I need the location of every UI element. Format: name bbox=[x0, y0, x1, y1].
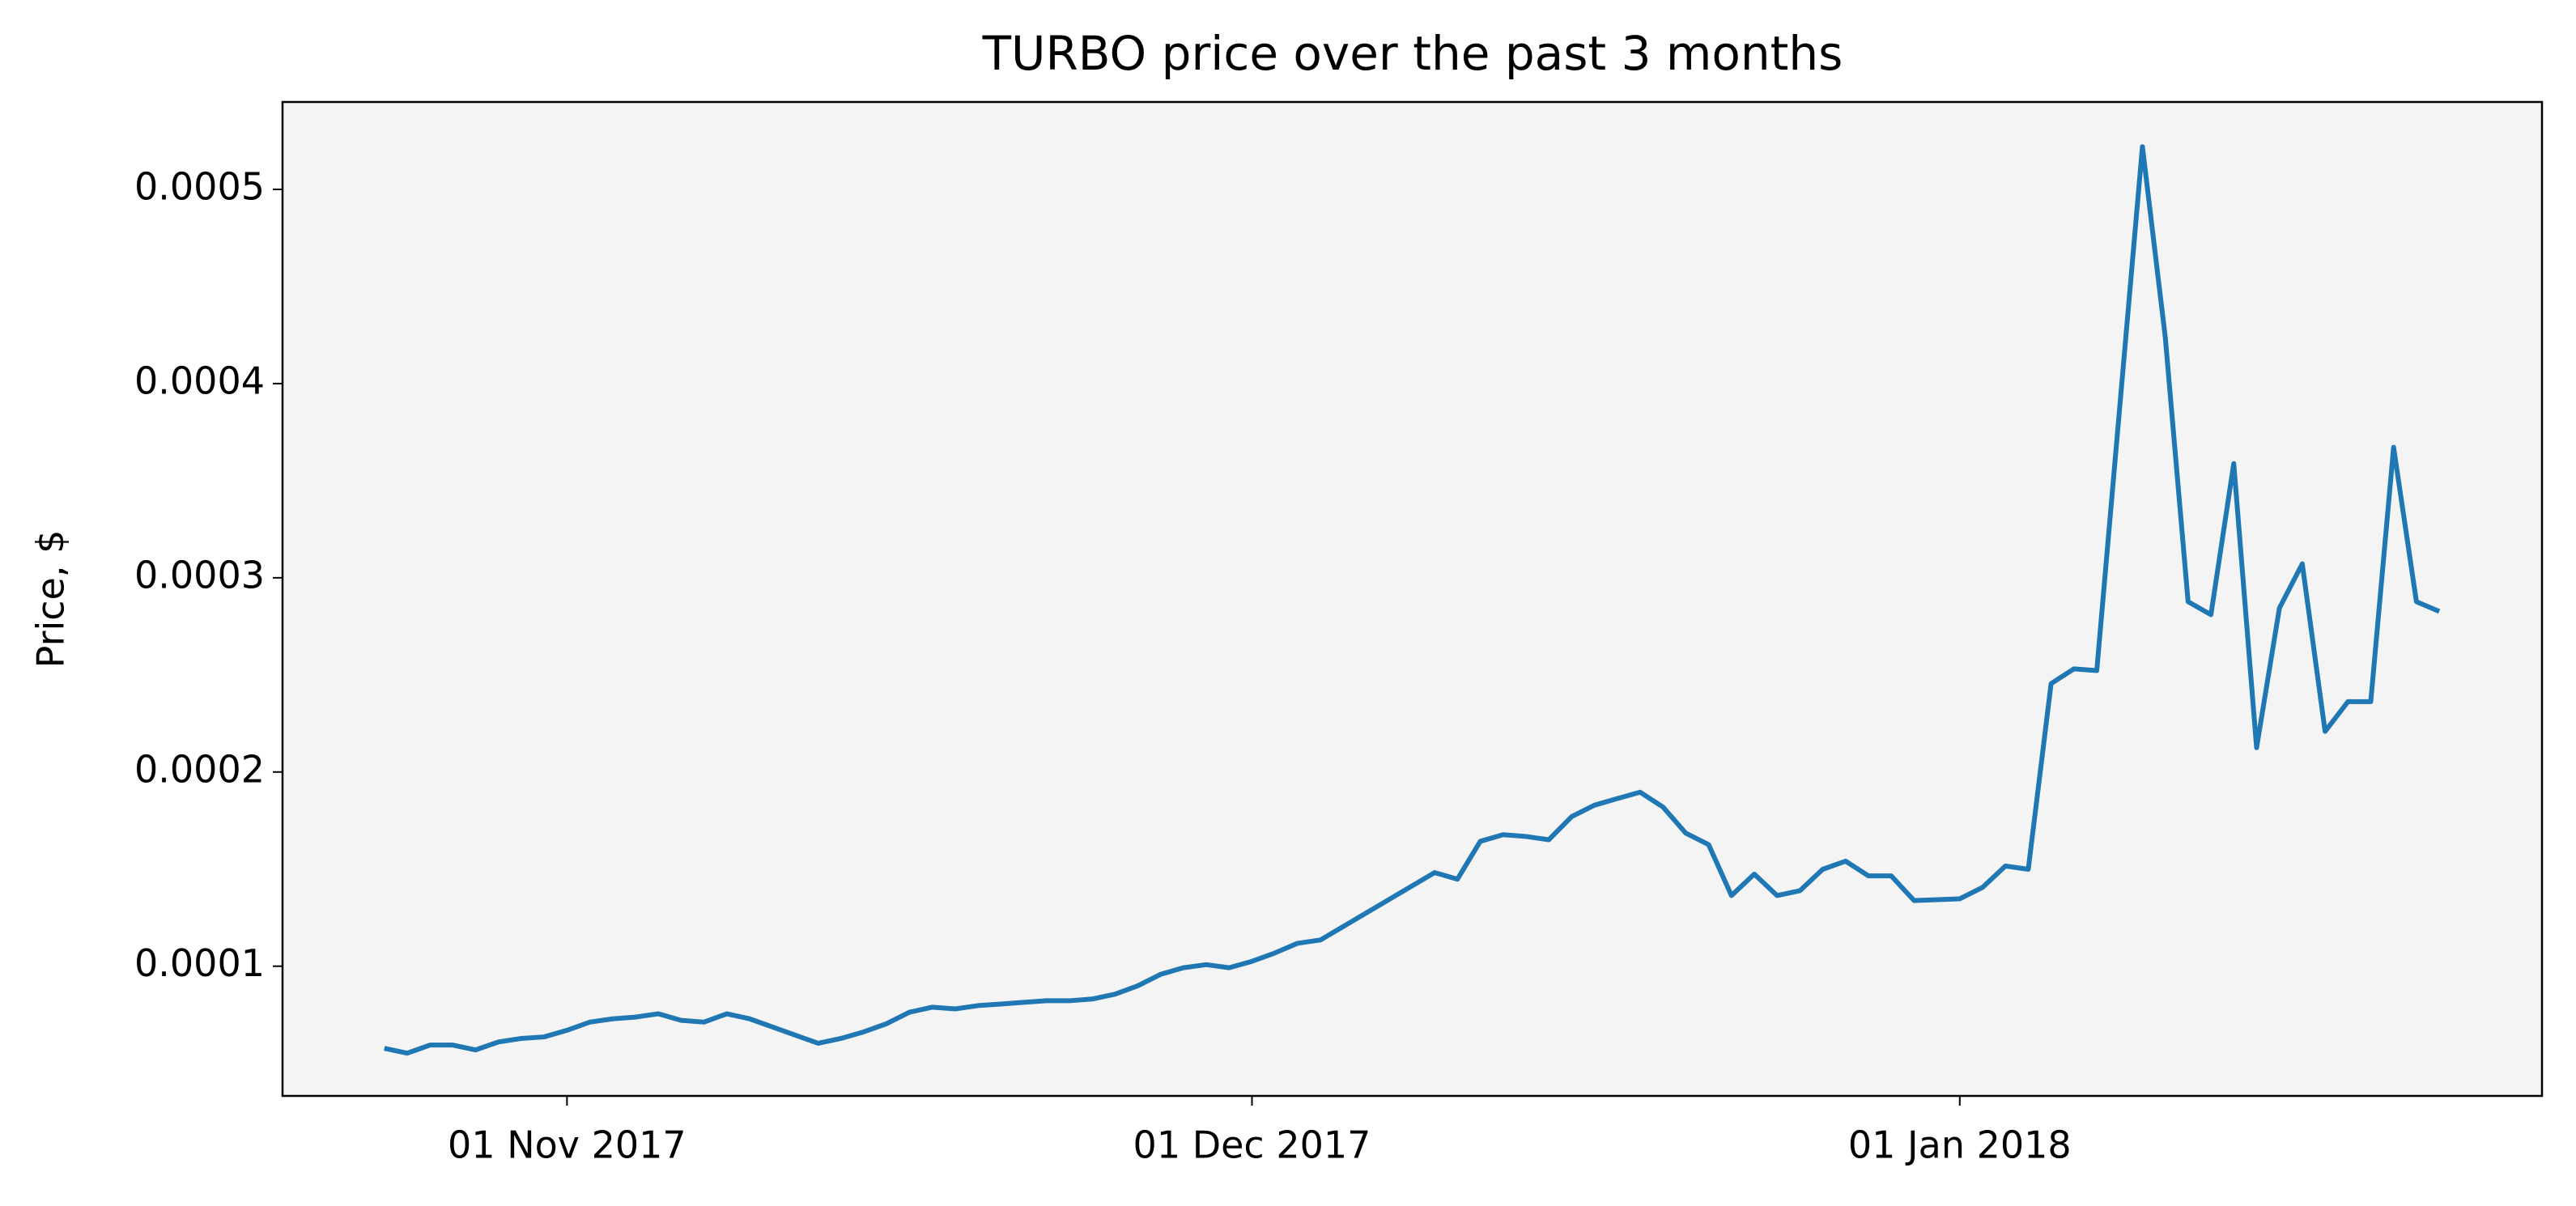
x-tick-label: 01 Nov 2017 bbox=[448, 1123, 687, 1167]
y-tick-label: 0.0005 bbox=[134, 164, 265, 208]
x-tick-label: 01 Dec 2017 bbox=[1133, 1123, 1371, 1167]
y-tick-label: 0.0003 bbox=[134, 553, 265, 597]
plot-frame bbox=[281, 100, 2544, 1098]
y-tick-label: 0.0004 bbox=[134, 359, 265, 402]
price-line bbox=[384, 144, 2441, 1056]
y-axis-label: Price, $ bbox=[29, 530, 73, 669]
y-tick-label: 0.0001 bbox=[134, 941, 265, 985]
plot-background bbox=[283, 102, 2542, 1096]
y-tick-label: 0.0002 bbox=[134, 747, 265, 791]
chart-title: TURBO price over the past 3 months bbox=[982, 26, 1843, 81]
x-tick-label: 01 Jan 2018 bbox=[1848, 1123, 2072, 1167]
